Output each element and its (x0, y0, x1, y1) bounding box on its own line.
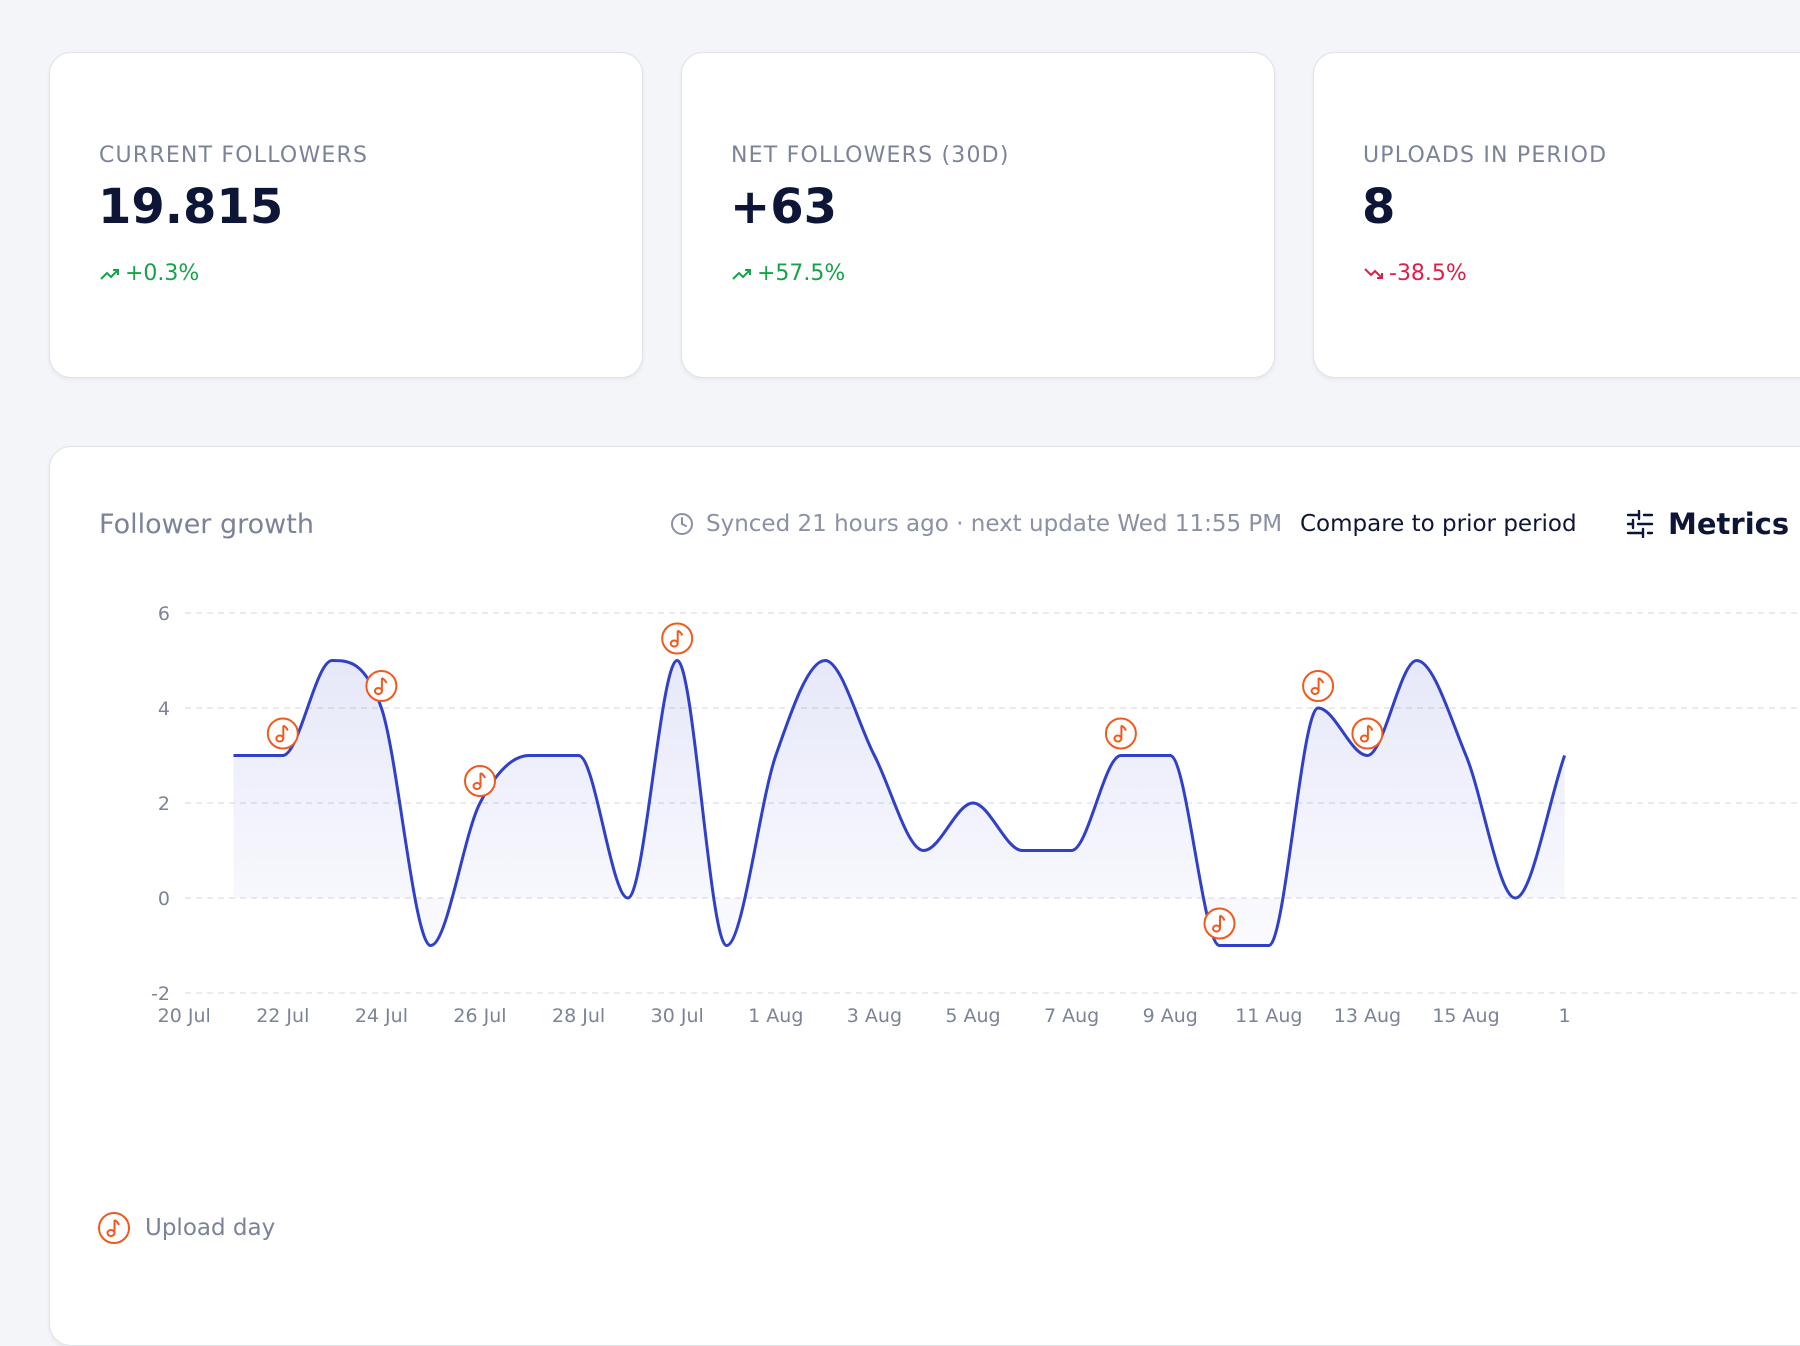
stat-card-current-followers: CURRENT FOLLOWERS 19.815 +0.3% (49, 52, 643, 378)
y-tick-label: 0 (158, 888, 170, 910)
trend-up-icon (732, 268, 751, 280)
stat-change: -38.5% (1363, 261, 1467, 286)
chart-legend: Upload day (97, 1211, 275, 1245)
x-tick-label: 9 Aug (1143, 1005, 1198, 1027)
upload-marker[interactable] (1302, 670, 1335, 702)
stat-change: +57.5% (731, 261, 845, 286)
upload-marker[interactable] (464, 765, 496, 797)
x-tick-label: 7 Aug (1044, 1005, 1099, 1027)
stat-change: +0.3% (99, 261, 199, 286)
x-tick-label: 1 (1559, 1005, 1571, 1027)
sync-text: Synced 21 hours ago · next update Wed 11… (706, 511, 1283, 537)
y-tick-label: 6 (158, 603, 170, 625)
upload-marker[interactable] (1351, 717, 1384, 750)
stat-change-value: +0.3% (125, 261, 200, 286)
upload-marker[interactable] (1203, 907, 1236, 940)
stat-change-value: +57.5% (757, 261, 846, 286)
legend-upload-label: Upload day (145, 1215, 276, 1241)
x-tick-label: 1 Aug (748, 1005, 803, 1027)
panel-title: Follower growth (99, 509, 314, 540)
y-tick-label: 4 (158, 698, 170, 720)
stat-change-value: -38.5% (1389, 261, 1467, 286)
follower-growth-chart: 6 4 2 0 -220 Jul 22 Jul 24 Jul 26 Jul 28 Jul 30 J… (151, 603, 1800, 1027)
x-tick-label: 22 Jul (256, 1005, 309, 1027)
metrics-button[interactable]: Metrics (1 (1626, 507, 1800, 541)
compare-prior-period-button[interactable]: Compare to prior period (1300, 511, 1577, 537)
upload-marker[interactable] (661, 622, 694, 655)
stat-card-uploads: UPLOADS IN PERIOD 8 -38.5% (1313, 52, 1800, 378)
x-tick-label: 24 Jul (355, 1005, 408, 1027)
y-tick-label: 2 (158, 793, 170, 815)
stat-value: 19.815 (98, 179, 284, 235)
y-tick-label: -2 (151, 983, 170, 1005)
trend-up-icon (100, 268, 119, 280)
x-tick-label: 30 Jul (651, 1005, 704, 1027)
stat-value: 8 (1362, 179, 1396, 235)
upload-marker[interactable] (365, 670, 398, 702)
upload-marker[interactable] (266, 717, 299, 750)
stat-label: CURRENT FOLLOWERS (99, 143, 369, 168)
x-tick-label: 28 Jul (552, 1005, 605, 1027)
stat-value: +63 (730, 179, 838, 235)
stat-label: UPLOADS IN PERIOD (1363, 143, 1608, 168)
stat-card-net-followers: NET FOLLOWERS (30D) +63 +57.5% (681, 52, 1275, 378)
series-area (233, 660, 1565, 946)
clock-icon (671, 513, 693, 535)
follower-growth-panel: Follower growth Synced 21 hours ago · ne… (49, 446, 1800, 1346)
x-tick-label: 11 Aug (1235, 1005, 1302, 1027)
x-tick-label: 26 Jul (453, 1005, 506, 1027)
upload-marker[interactable] (1104, 717, 1137, 750)
x-tick-label: 15 Aug (1432, 1005, 1499, 1027)
sync-status: Synced 21 hours ago · next update Wed 11… (670, 511, 1282, 537)
x-tick-label: 20 Jul (158, 1005, 211, 1027)
metrics-label: Metrics (1 (1668, 507, 1800, 541)
trend-down-icon (1364, 267, 1383, 279)
x-tick-label: 13 Aug (1334, 1005, 1401, 1027)
sliders-icon (1626, 510, 1654, 538)
stat-label: NET FOLLOWERS (30D) (731, 143, 1010, 168)
series-line (233, 659, 1567, 947)
upload-day-icon (98, 1212, 130, 1244)
x-tick-label: 5 Aug (945, 1005, 1000, 1027)
x-tick-label: 3 Aug (847, 1005, 902, 1027)
